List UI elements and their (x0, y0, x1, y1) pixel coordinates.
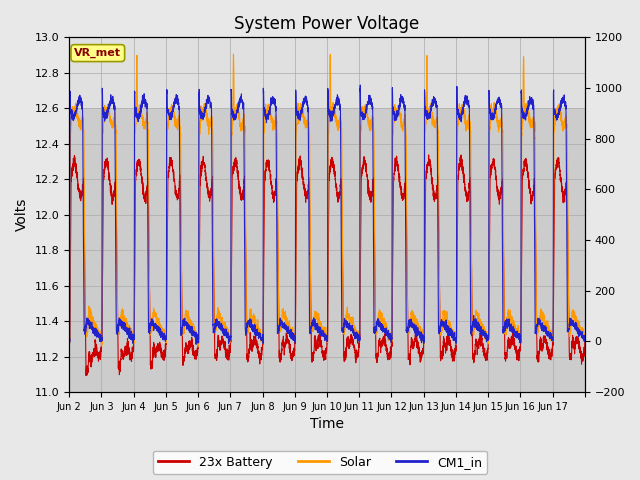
Text: VR_met: VR_met (74, 48, 122, 58)
Solar (65, 338, 73, 344)
Solar (493, 117, 501, 122)
23x Battery (82, 373, 90, 379)
CM1_in (507, 325, 515, 331)
23x Battery (507, 336, 515, 342)
Solar (172, 121, 180, 127)
CM1_in (172, 95, 180, 100)
Solar (230, 51, 237, 57)
23x Battery (346, 337, 354, 343)
CM1_in (468, 326, 476, 332)
Solar (374, 322, 381, 328)
Bar (69, 37, 585, 108)
CM1_in (374, 318, 381, 324)
23x Battery (374, 356, 381, 362)
23x Battery (581, 336, 589, 342)
Line: Solar: Solar (69, 54, 585, 346)
23x Battery (425, 152, 433, 158)
23x Battery (65, 332, 73, 337)
Solar (468, 326, 476, 332)
Y-axis label: Volts: Volts (15, 198, 29, 231)
X-axis label: Time: Time (310, 418, 344, 432)
CM1_in (356, 82, 364, 88)
CM1_in (493, 100, 501, 106)
Line: 23x Battery: 23x Battery (69, 155, 585, 376)
Solar (581, 333, 589, 338)
CM1_in (192, 341, 200, 347)
Solar (195, 343, 202, 349)
23x Battery (493, 188, 501, 194)
Solar (507, 314, 515, 320)
23x Battery (468, 327, 476, 333)
Solar (346, 320, 354, 325)
CM1_in (581, 339, 589, 345)
23x Battery (172, 188, 180, 193)
Title: System Power Voltage: System Power Voltage (234, 15, 420, 33)
CM1_in (65, 337, 73, 343)
CM1_in (346, 325, 354, 331)
Legend: 23x Battery, Solar, CM1_in: 23x Battery, Solar, CM1_in (153, 451, 487, 474)
Line: CM1_in: CM1_in (69, 85, 585, 344)
